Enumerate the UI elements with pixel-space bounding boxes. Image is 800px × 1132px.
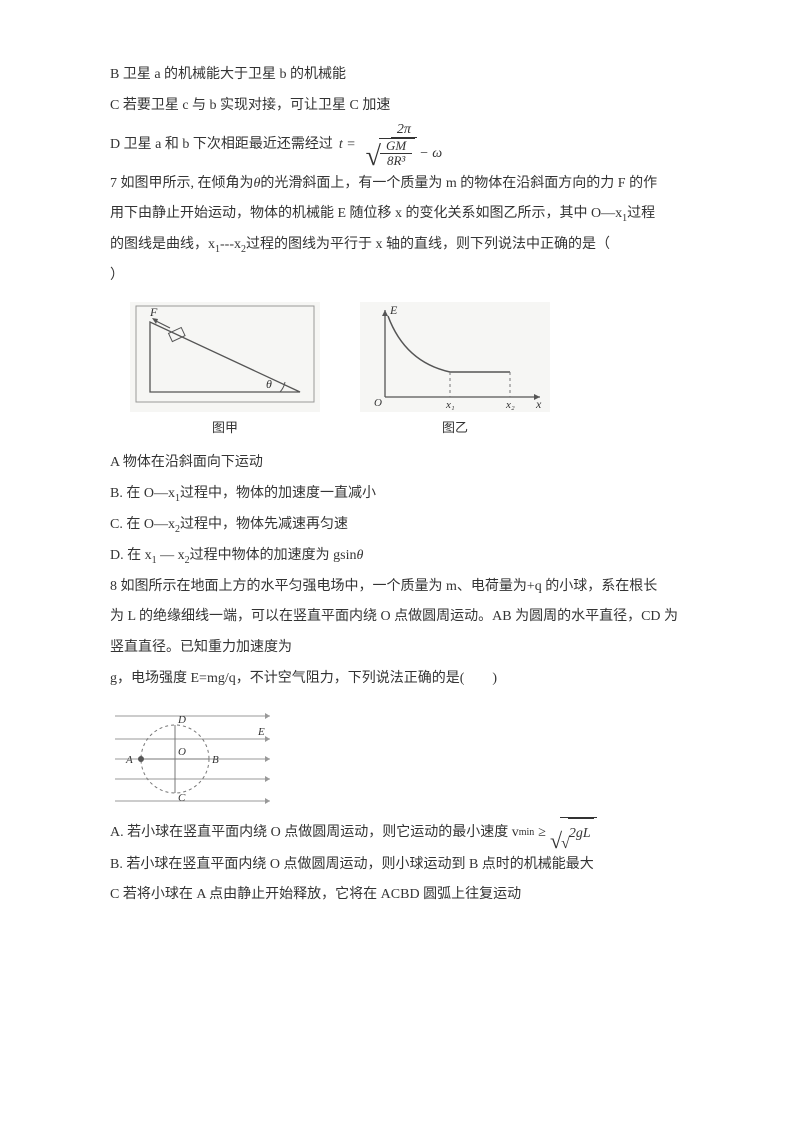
q8-stem-4: g，电场强度 E=mg/q，不计空气阻力，下列说法正确的是( ): [110, 664, 690, 695]
svg-text:E: E: [257, 726, 265, 738]
q8-stem-1: 8 如图所示在地面上方的水平匀强电场中，一个质量为 m、电荷量为+q 的小球，系…: [110, 572, 690, 603]
minus-omega: − ω: [419, 146, 442, 161]
svg-text:x₁: x₁: [445, 399, 455, 411]
q8-opt-a: A. 若小球在竖直平面内绕 O 点做圆周运动，则它运动的最小速度 vmin ≥ …: [110, 817, 690, 850]
q8-opt-c: C 若将小球在 A 点由静止开始释放，它将在 ACBD 圆弧上往复运动: [110, 880, 690, 911]
sqrt-num: GM: [380, 139, 412, 154]
q6-formula: t = 2π √ GM 8R³ − ω: [335, 122, 448, 169]
t-equals: t =: [339, 130, 356, 161]
svg-text:θ: θ: [266, 377, 272, 391]
fig-7b-caption: 图乙: [360, 414, 550, 443]
q6-opt-d: D 卫星 a 和 b 下次相距最近还需经过 t = 2π √ GM 8R³: [110, 122, 690, 169]
svg-text:O: O: [374, 397, 382, 409]
sqrt-outer: √ √ 2gL: [550, 817, 597, 850]
numerator: 2π: [397, 122, 411, 137]
q7-stem-4: ）: [110, 261, 690, 292]
page-content: B 卫星 a 的机械能大于卫星 b 的机械能 C 若要卫星 c 与 b 实现对接…: [0, 0, 800, 961]
svg-text:C: C: [178, 792, 186, 804]
svg-text:E: E: [389, 303, 398, 317]
q8-opt-b: B. 若小球在竖直平面内绕 O 点做圆周运动，则小球运动到 B 点时的机械能最大: [110, 850, 690, 881]
q7-stem-2: 用下由静止开始运动，物体的机械能 E 随位移 x 的变化关系如图乙所示，其中 O…: [110, 199, 690, 230]
svg-text:D: D: [177, 714, 186, 726]
svg-text:F: F: [149, 305, 158, 319]
q7-opt-b: B. 在 O—x1过程中，物体的加速度一直减小: [110, 479, 690, 510]
q7-opt-d: D. 在 x1 — x2过程中物体的加速度为 gsinθ: [110, 541, 690, 572]
fig-7a-svg: F θ: [130, 302, 320, 412]
svg-text:B: B: [212, 754, 219, 766]
q7-opt-c: C. 在 O—x2过程中，物体先减速再匀速: [110, 510, 690, 541]
fig-7a-caption: 图甲: [130, 414, 320, 443]
svg-text:x₂: x₂: [505, 399, 515, 411]
sqrt-den: 8R³: [381, 154, 411, 168]
fraction: 2π √ GM 8R³ − ω: [360, 122, 448, 169]
q7-stem-3: 的图线是曲线，x1---x2过程的图线为平行于 x 轴的直线，则下列说法中正确的…: [110, 230, 690, 261]
q8-stem-2: 为 L 的绝缘细线一端，可以在竖直平面内绕 O 点做圆周运动。AB 为圆周的水平…: [110, 602, 690, 633]
sqrt: √ GM 8R³: [366, 138, 416, 169]
q6-opt-b: B 卫星 a 的机械能大于卫星 b 的机械能: [110, 60, 690, 91]
svg-text:A: A: [125, 754, 133, 766]
fig-8: A B D C O E: [110, 701, 690, 811]
q7-stem-1: 7 如图甲所示, 在倾角为θ的光滑斜面上，有一个质量为 m 的物体在沿斜面方向的…: [110, 169, 690, 200]
svg-text:O: O: [178, 746, 186, 758]
svg-text:x: x: [535, 397, 542, 411]
fig-8-svg: A B D C O E: [110, 701, 280, 811]
q6-opt-d-prefix: D 卫星 a 和 b 下次相距最近还需经过: [110, 130, 333, 161]
q7-figures: F θ 图甲 E O x₁: [130, 302, 690, 443]
q8-stem-3: 竖直直径。已知重力加速度为: [110, 633, 690, 664]
fig-7b-svg: E O x₁ x₂ x: [360, 302, 550, 412]
q7-opt-a: A 物体在沿斜面向下运动: [110, 448, 690, 479]
fig-7a: F θ 图甲: [130, 302, 320, 443]
fig-7b: E O x₁ x₂ x 图乙: [360, 302, 550, 443]
q6-opt-c: C 若要卫星 c 与 b 实现对接，可让卫星 C 加速: [110, 91, 690, 122]
